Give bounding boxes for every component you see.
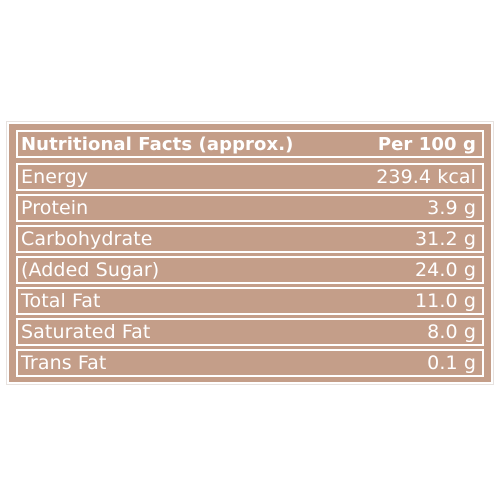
row-label: Energy xyxy=(21,166,89,188)
row-value: 8.0 g xyxy=(427,321,476,343)
row-value: 3.9 g xyxy=(427,197,476,219)
row-label: (Added Sugar) xyxy=(21,259,160,281)
row-label: Saturated Fat xyxy=(21,321,151,343)
row-saturated-fat: Saturated Fat 8.0 g xyxy=(16,318,484,346)
table-header: Nutritional Facts (approx.) Per 100 g xyxy=(16,130,484,158)
header-value: Per 100 g xyxy=(377,133,476,155)
row-label: Total Fat xyxy=(21,290,101,312)
nutrition-facts-table: Nutritional Facts (approx.) Per 100 g En… xyxy=(6,121,494,385)
row-value: 0.1 g xyxy=(427,352,476,374)
row-added-sugar: (Added Sugar) 24.0 g xyxy=(16,256,484,284)
row-label: Trans Fat xyxy=(21,352,107,374)
row-total-fat: Total Fat 11.0 g xyxy=(16,287,484,315)
row-label: Carbohydrate xyxy=(21,228,153,250)
row-value: 239.4 kcal xyxy=(376,166,476,188)
row-carbohydrate: Carbohydrate 31.2 g xyxy=(16,225,484,253)
row-label: Protein xyxy=(21,197,89,219)
row-energy: Energy 239.4 kcal xyxy=(16,163,484,191)
row-value: 11.0 g xyxy=(414,290,476,312)
row-trans-fat: Trans Fat 0.1 g xyxy=(16,349,484,377)
row-value: 31.2 g xyxy=(414,228,476,250)
row-value: 24.0 g xyxy=(414,259,476,281)
header-label: Nutritional Facts (approx.) xyxy=(21,133,294,155)
row-protein: Protein 3.9 g xyxy=(16,194,484,222)
